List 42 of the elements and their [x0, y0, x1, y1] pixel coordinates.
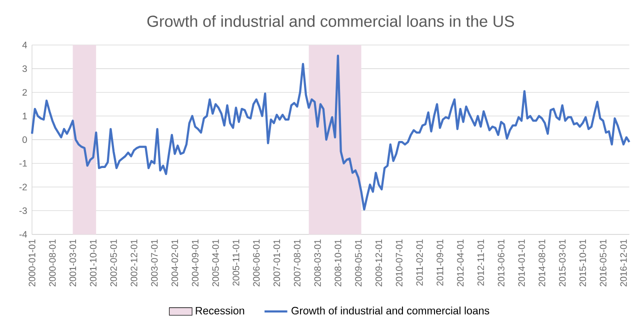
x-tick-label: 2011-02-01	[416, 240, 423, 286]
y-tick-label: 4	[22, 42, 28, 48]
y-tick-label: -3	[19, 207, 27, 214]
x-tick-label: 2014-08-01	[538, 240, 546, 286]
legend-label: Recession	[196, 306, 244, 314]
x-tick-label: 2000-01-01	[28, 240, 36, 286]
x-tick-label: 2008-10-01	[334, 240, 342, 286]
x-tick-label: 2014-01-01	[518, 240, 525, 286]
x-tick-label: 2006-06-01	[253, 240, 260, 286]
y-tick-label: 1	[22, 112, 27, 120]
y-tick-label: 2	[22, 89, 27, 96]
x-tick-label: 2016-12-01	[620, 240, 627, 286]
x-tick-label: 2010-07-01	[396, 240, 402, 286]
x-tick-label: 2002-12-01	[130, 240, 138, 286]
y-tick-label: -1	[19, 160, 27, 167]
legend-label: Growth of industrial and commercial loans	[292, 306, 490, 314]
x-tick-label: 2013-06-01	[498, 240, 504, 286]
x-tick-label: 2011-09-01	[436, 240, 444, 286]
x-tick-label: 2000-08-01	[49, 240, 56, 286]
x-tick-label: 2007-08-01	[294, 240, 300, 286]
x-tick-label: 2004-09-01	[192, 240, 198, 286]
x-tick-label: 2002-05-01	[110, 240, 117, 286]
x-tick-label: 2001-03-01	[70, 240, 76, 286]
x-tick-label: 2008-03-01	[314, 240, 321, 286]
chart-title: Growth of industrial and commercial loans in the US	[147, 15, 514, 27]
x-tick-label: 2003-07-01	[151, 240, 158, 286]
x-tick-label: 2007-01-01	[273, 240, 280, 286]
x-tick-label: 2015-10-01	[579, 240, 586, 286]
x-tick-label: 2001-10-01	[90, 240, 96, 286]
x-tick-label: 2015-03-01	[559, 240, 566, 286]
x-tick-label: 2004-02-01	[171, 240, 178, 286]
y-tick-label: -4	[19, 231, 28, 238]
y-tick-label: 0	[22, 136, 27, 143]
x-tick-label: 2016-05-01	[600, 240, 606, 286]
x-tick-label: 2005-04-01	[212, 240, 219, 286]
x-tick-label: 2012-04-01	[457, 240, 464, 286]
x-tick-label: 2012-11-01	[477, 240, 484, 286]
y-tick-label: 3	[22, 65, 27, 72]
x-tick-label: 2009-05-01	[355, 240, 362, 286]
x-tick-label: 2009-12-01	[375, 240, 382, 286]
x-tick-label: 2005-11-01	[232, 240, 240, 286]
y-tick-label: -2	[19, 184, 27, 190]
